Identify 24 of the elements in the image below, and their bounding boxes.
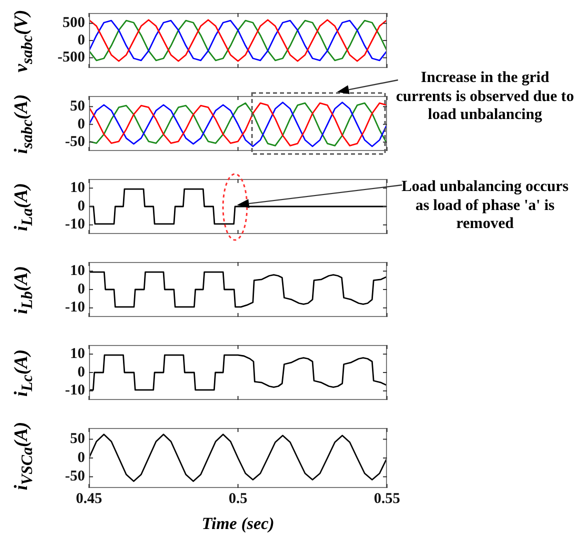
y-tick-label: 0 [78,198,85,214]
x-axis-title: Time (sec) [202,514,274,534]
y-tick-label: 500 [62,15,85,32]
y-tick-label: -50 [65,134,85,150]
y-tick-label: 50 [70,431,85,448]
y-tick-label: 0 [78,450,85,466]
y-tick-label: -50 [65,468,85,485]
y-tick-label: 0 [78,32,85,48]
y-tick-label: 10 [70,180,85,196]
y-tick-label: 0 [78,364,85,380]
y-tick-label: 10 [70,346,85,362]
y-tick-label: 10 [70,263,85,280]
y-tick-label: 0 [78,281,85,298]
y-tick-label: -10 [65,216,85,233]
x-tick-label: 0.55 [374,490,400,507]
x-tick-label: 0.5 [228,490,248,507]
text: Increase in the grid currents is observed due to load unbalancing [396,69,574,125]
y-tick-label: -10 [65,300,85,316]
text: Load unbalancing occurs as load of phase 'a' is removed [400,178,570,234]
y-tick-label: 50 [70,98,85,115]
y-tick-label: 0 [78,116,85,132]
y-tick-label: -10 [65,382,85,399]
y-tick-label: -500 [58,50,85,66]
x-tick-label: 0.45 [76,490,102,507]
